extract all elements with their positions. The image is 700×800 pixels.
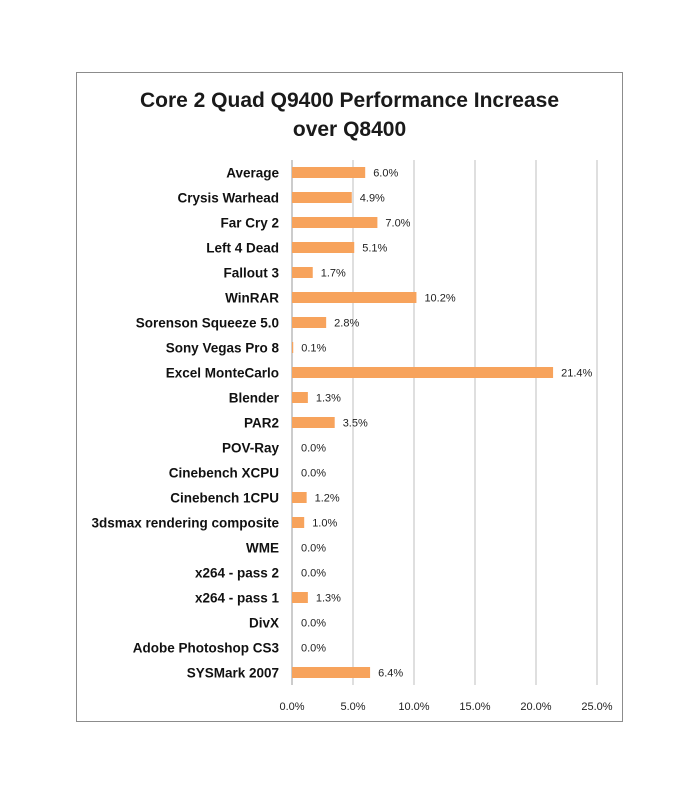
bar bbox=[292, 192, 352, 203]
category-label: Cinebench XCPU bbox=[169, 466, 279, 481]
x-tick-label: 10.0% bbox=[398, 701, 429, 713]
category-label: POV-Ray bbox=[222, 441, 280, 456]
data-label: 0.0% bbox=[301, 618, 326, 630]
category-label: Sorenson Squeeze 5.0 bbox=[136, 316, 279, 331]
data-label: 0.1% bbox=[301, 343, 326, 355]
data-label: 0.0% bbox=[301, 643, 326, 655]
category-label: Excel MonteCarlo bbox=[166, 366, 279, 381]
chart-title-line-1: Core 2 Quad Q9400 Performance Increase bbox=[139, 89, 560, 112]
data-label: 0.0% bbox=[301, 568, 326, 580]
category-label: Sony Vegas Pro 8 bbox=[166, 341, 280, 356]
bar bbox=[292, 217, 378, 228]
bar bbox=[292, 492, 307, 503]
category-label: Adobe Photoshop CS3 bbox=[133, 641, 280, 656]
data-label: 5.1% bbox=[362, 243, 387, 255]
category-label: Far Cry 2 bbox=[220, 216, 279, 231]
bar bbox=[292, 242, 355, 253]
category-label: Left 4 Dead bbox=[206, 241, 279, 256]
category-label: DivX bbox=[249, 616, 279, 631]
bar bbox=[292, 667, 371, 678]
chart-title-line-2: over Q8400 bbox=[292, 118, 407, 141]
data-label: 10.2% bbox=[424, 293, 455, 305]
chart-frame bbox=[76, 72, 623, 722]
data-label: 0.0% bbox=[301, 468, 326, 480]
data-label: 6.0% bbox=[373, 168, 398, 180]
bar bbox=[292, 517, 305, 528]
bar bbox=[292, 317, 327, 328]
category-label: Blender bbox=[229, 391, 280, 406]
data-label: 1.2% bbox=[315, 493, 340, 505]
data-label: 0.0% bbox=[301, 443, 326, 455]
data-label: 1.7% bbox=[321, 268, 346, 280]
data-label: 3.5% bbox=[343, 418, 368, 430]
bar bbox=[292, 292, 417, 303]
data-label: 1.3% bbox=[316, 593, 341, 605]
category-label: x264 - pass 1 bbox=[195, 591, 280, 606]
x-tick-label: 25.0% bbox=[581, 701, 612, 713]
x-tick-label: 15.0% bbox=[459, 701, 490, 713]
category-label: 3dsmax rendering composite bbox=[91, 516, 279, 531]
data-label: 1.0% bbox=[312, 518, 337, 530]
bar bbox=[292, 342, 294, 353]
category-label: WME bbox=[246, 541, 279, 556]
data-label: 1.3% bbox=[316, 393, 341, 405]
category-label: x264 - pass 2 bbox=[195, 566, 279, 581]
x-tick-label: 5.0% bbox=[340, 701, 365, 713]
data-label: 0.0% bbox=[301, 543, 326, 555]
bar bbox=[292, 267, 313, 278]
category-label: Crysis Warhead bbox=[177, 191, 279, 206]
bar bbox=[292, 167, 366, 178]
category-label: PAR2 bbox=[244, 416, 279, 431]
category-label: WinRAR bbox=[225, 291, 279, 306]
data-label: 6.4% bbox=[378, 668, 403, 680]
bar bbox=[292, 417, 335, 428]
bar bbox=[292, 592, 308, 603]
x-tick-label: 0.0% bbox=[279, 701, 304, 713]
bar bbox=[292, 367, 554, 378]
x-tick-label: 20.0% bbox=[520, 701, 551, 713]
data-label: 4.9% bbox=[360, 193, 385, 205]
data-label: 21.4% bbox=[561, 368, 592, 380]
chart-title: Core 2 Quad Q9400 Performance Increase o… bbox=[76, 86, 623, 144]
category-label: Average bbox=[226, 166, 279, 181]
data-label: 7.0% bbox=[385, 218, 410, 230]
category-label: SYSMark 2007 bbox=[187, 666, 279, 681]
bar bbox=[292, 392, 308, 403]
data-label: 2.8% bbox=[334, 318, 359, 330]
category-label: Fallout 3 bbox=[223, 266, 279, 281]
category-label: Cinebench 1CPU bbox=[170, 491, 279, 506]
